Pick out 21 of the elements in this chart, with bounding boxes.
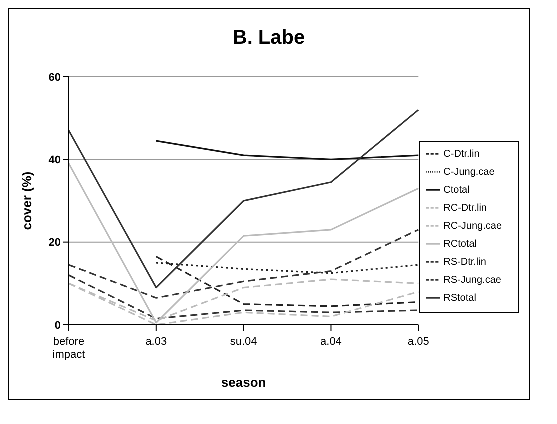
y-tick-label: 0 xyxy=(54,320,61,332)
legend-label: C-Jung.cae xyxy=(444,167,495,178)
legend-label: C-Dtr.lin xyxy=(444,149,480,160)
y-axis-title: cover (%) xyxy=(20,172,35,230)
legend-label: Ctotal xyxy=(444,185,470,196)
x-axis-title: season xyxy=(221,375,266,390)
x-tick-label: before impact xyxy=(52,336,86,361)
x-tick-label: a.05 xyxy=(408,336,430,348)
legend-label: RS-Jung.cae xyxy=(444,275,502,286)
legend-label: RStotal xyxy=(444,293,476,304)
x-tick-label: a.03 xyxy=(146,336,168,348)
x-tick-label: su.04 xyxy=(230,336,258,348)
legend-label: RCtotal xyxy=(444,239,477,250)
x-tick-label: a.04 xyxy=(320,336,342,348)
legend-label: RC-Jung.cae xyxy=(444,221,502,232)
y-tick-label: 60 xyxy=(48,72,61,84)
y-tick-label: 40 xyxy=(48,154,61,167)
legend-label: RC-Dtr.lin xyxy=(444,203,487,214)
legend-label: RS-Dtr.lin xyxy=(444,257,486,268)
y-tick-label: 20 xyxy=(48,237,61,250)
chart-title: B. Labe xyxy=(232,27,306,51)
